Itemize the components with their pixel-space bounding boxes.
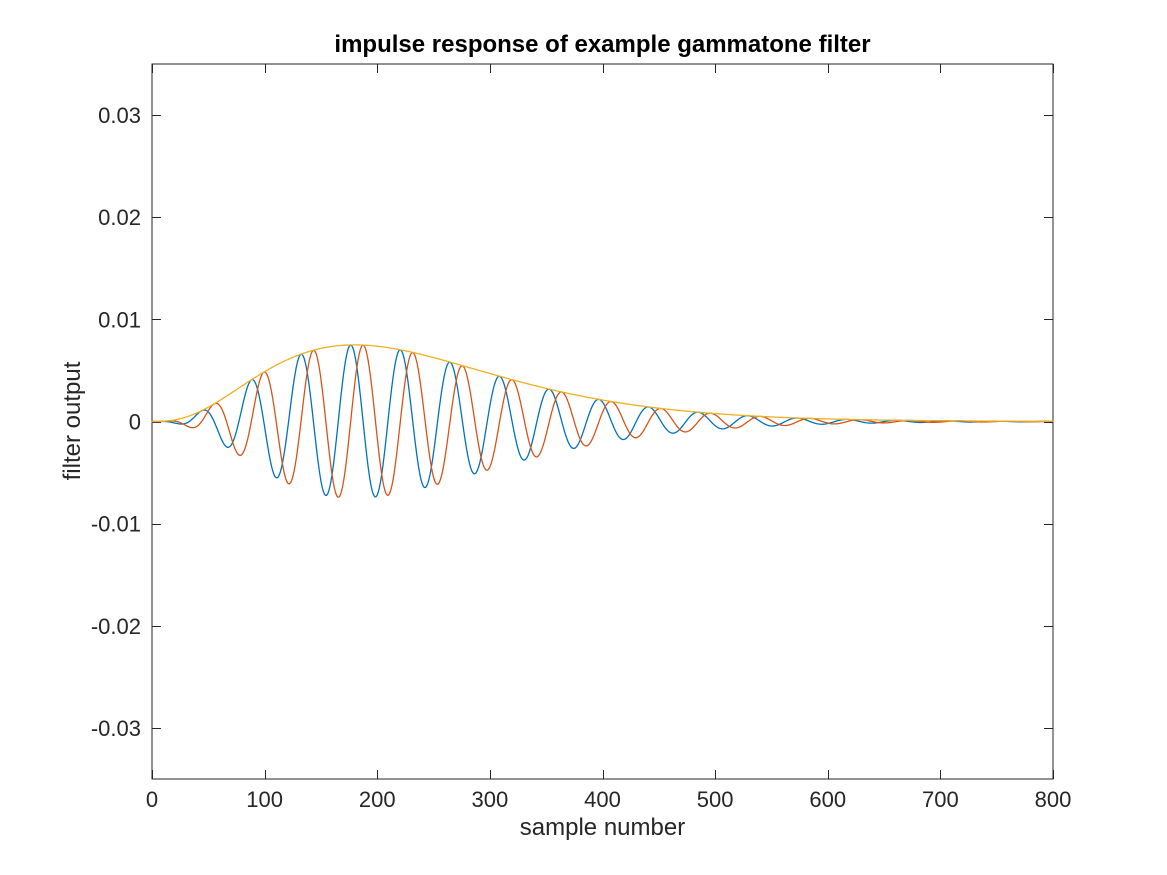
y-tick-label: -0.01 <box>91 512 141 537</box>
x-tick-label: 300 <box>472 787 509 812</box>
x-tick-label: 800 <box>1035 787 1072 812</box>
series-line-gammatone-imag-part <box>151 344 1054 498</box>
x-tick-label: 0 <box>146 787 158 812</box>
series-line-gammatone-envelope <box>151 344 1054 423</box>
x-axis-label: sample number <box>519 814 686 841</box>
y-tick-label: -0.02 <box>91 614 141 639</box>
y-tick-label: 0.02 <box>98 205 141 230</box>
x-tick-label: 100 <box>246 787 283 812</box>
x-tick-label: 600 <box>809 787 846 812</box>
y-tick-label: 0 <box>129 410 141 435</box>
y-tick-label: -0.03 <box>91 716 141 741</box>
chart-title: impulse response of example gammatone fi… <box>334 31 871 58</box>
x-tick-label: 700 <box>922 787 959 812</box>
y-tick-label: 0.01 <box>98 307 141 332</box>
x-tick-label: 200 <box>359 787 396 812</box>
y-tick-label: 0.03 <box>98 103 141 128</box>
x-tick-label: 500 <box>697 787 734 812</box>
x-tick-label: 400 <box>584 787 621 812</box>
